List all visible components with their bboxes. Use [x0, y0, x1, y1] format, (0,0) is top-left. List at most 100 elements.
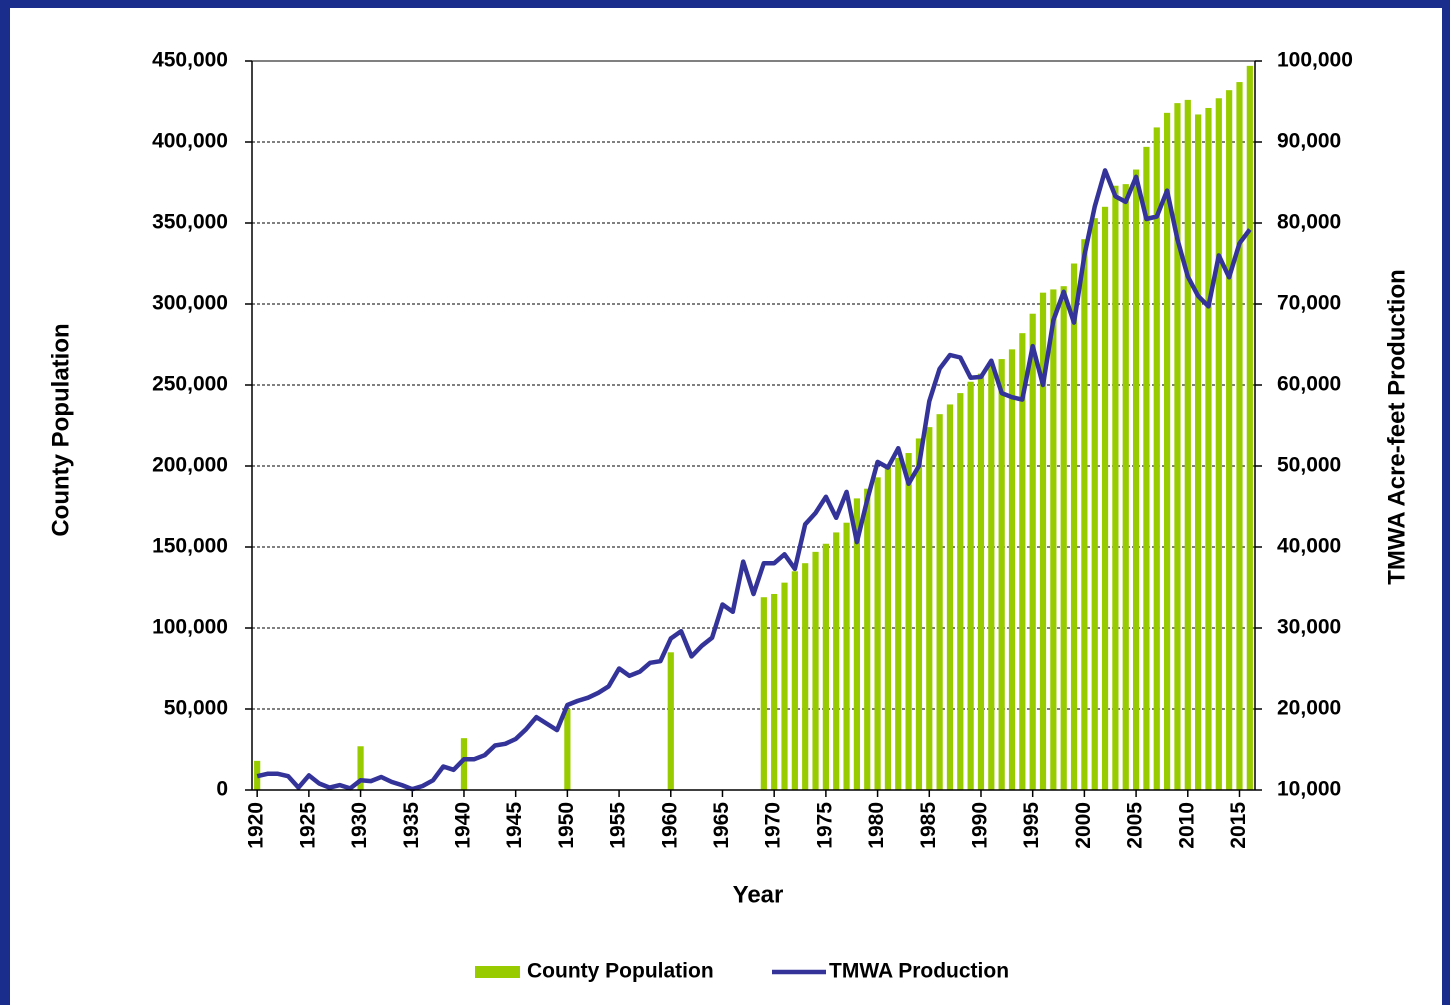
bar	[1132, 169, 1140, 791]
bar	[1164, 112, 1171, 791]
y-tick-label: 150,000	[152, 535, 228, 558]
x-tick-label: 1975	[813, 802, 836, 849]
bar	[357, 746, 364, 790]
bar	[1091, 218, 1098, 790]
bar	[564, 709, 571, 790]
bar	[1039, 292, 1047, 790]
bar	[791, 571, 798, 790]
bar	[967, 381, 974, 790]
y2-tick-label: 80,000	[1277, 211, 1341, 234]
bar	[1081, 239, 1088, 790]
y-tick-label: 400,000	[152, 130, 228, 153]
y2-tick-label: 50,000	[1277, 454, 1341, 477]
y-tick-label: 250,000	[152, 373, 228, 396]
bar	[977, 373, 985, 790]
bar	[926, 427, 933, 790]
line	[256, 168, 1252, 792]
x-tick-label: 1950	[555, 802, 578, 849]
x-tick-label: 1990	[969, 802, 992, 849]
y-tick-label: 200,000	[152, 454, 228, 477]
bar	[905, 453, 912, 790]
bar	[1112, 185, 1119, 791]
bar	[864, 488, 871, 790]
x-tick-label: 1920	[245, 802, 268, 849]
bar	[1101, 206, 1109, 791]
y-tick-label: 350,000	[152, 211, 228, 234]
x-tick-label: 1955	[607, 802, 630, 849]
bar	[853, 498, 861, 790]
bar	[771, 593, 778, 790]
bar	[998, 359, 1005, 790]
bar	[988, 365, 995, 790]
bar	[1143, 146, 1150, 791]
x-tick-label: 1980	[865, 802, 888, 849]
legend-label: County Population	[527, 960, 714, 983]
bar	[1070, 263, 1078, 790]
y2-tick-label: 20,000	[1277, 697, 1341, 720]
y-tick-label: 300,000	[152, 292, 228, 315]
bar	[460, 738, 468, 790]
y2-tick-label: 10,000	[1277, 778, 1341, 801]
background	[10, 8, 1442, 1005]
x-tick-label: 1940	[452, 802, 475, 849]
x-tick-label: 2015	[1227, 802, 1250, 849]
bar	[1195, 114, 1202, 790]
bar	[812, 551, 819, 790]
y-tick-label: 0	[216, 778, 228, 801]
x-tick-label: 2000	[1072, 802, 1095, 849]
bar	[1019, 333, 1026, 790]
bar	[936, 414, 943, 790]
bar	[957, 393, 964, 790]
y2-tick-label: 100,000	[1277, 49, 1353, 72]
bar	[1215, 98, 1222, 790]
bar	[1184, 99, 1191, 790]
x-tick-label: 1985	[917, 802, 940, 849]
bar	[1060, 286, 1067, 790]
bar	[843, 522, 850, 790]
x-tick-label: 2010	[1175, 802, 1198, 849]
bar	[1122, 184, 1129, 790]
bar	[1236, 82, 1243, 790]
y-tick-label: 450,000	[152, 49, 228, 72]
y2-axis-title: TMWA Acre-feet Production	[1383, 269, 1410, 585]
x-tick-label: 2005	[1124, 802, 1147, 849]
bar	[946, 404, 954, 790]
bar	[1153, 127, 1160, 791]
legend-label: TMWA Production	[829, 960, 1009, 983]
bar	[895, 457, 902, 790]
y2-tick-label: 90,000	[1277, 130, 1341, 153]
x-tick-label: 1960	[658, 802, 681, 849]
x-tick-label: 1945	[503, 802, 526, 849]
legend-swatch	[475, 966, 520, 978]
bar	[1174, 103, 1181, 791]
bar	[822, 543, 829, 790]
bar	[781, 582, 788, 790]
y2-tick-label: 40,000	[1277, 535, 1341, 558]
y2-tick-label: 30,000	[1277, 616, 1341, 639]
y2-tick-label: 70,000	[1277, 292, 1341, 315]
bar	[1246, 65, 1253, 791]
bar	[802, 563, 809, 790]
bar	[1008, 349, 1016, 790]
bar	[833, 532, 840, 790]
bar	[667, 652, 674, 790]
bar	[1226, 90, 1233, 790]
x-tick-label: 1925	[296, 802, 319, 849]
x-tick-label: 1995	[1020, 802, 1043, 849]
bar	[884, 466, 892, 790]
bar	[1029, 313, 1036, 790]
bar	[915, 438, 923, 790]
y2-tick-label: 60,000	[1277, 373, 1341, 396]
x-tick-label: 1970	[762, 802, 785, 849]
y-tick-label: 50,000	[164, 697, 228, 720]
y-tick-label: 100,000	[152, 616, 228, 639]
x-tick-label: 1965	[710, 802, 733, 849]
bar	[760, 597, 767, 790]
y-axis-title: County Population	[47, 323, 74, 536]
bar	[1205, 107, 1212, 791]
x-axis-title: Year	[733, 881, 784, 908]
x-tick-label: 1930	[348, 802, 371, 849]
x-tick-label: 1935	[400, 802, 423, 849]
